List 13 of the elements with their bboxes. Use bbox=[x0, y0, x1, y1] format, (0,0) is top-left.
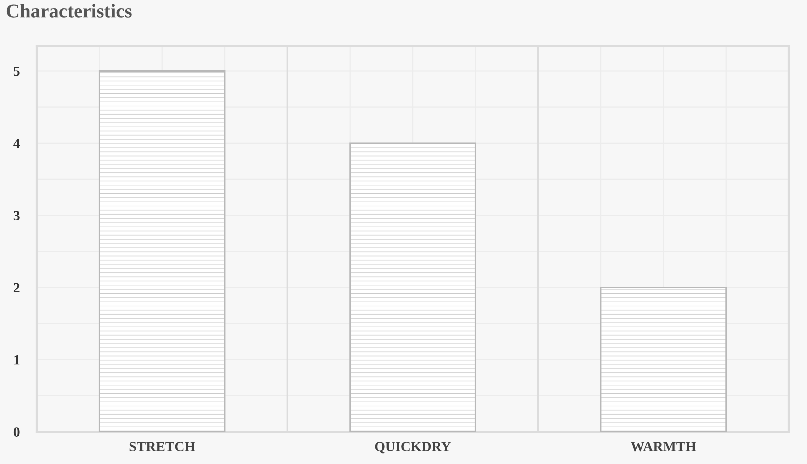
x-tick-label: QUICKDRY bbox=[375, 442, 452, 454]
x-tick-label: STRETCH bbox=[130, 442, 196, 452]
y-tick-label: 3 bbox=[14, 211, 20, 221]
x-tick-label: WARMTH bbox=[631, 442, 696, 452]
y-tick-label: 5 bbox=[14, 66, 20, 76]
y-tick-label: 0 bbox=[14, 428, 20, 437]
bar bbox=[98, 70, 226, 432]
bar bbox=[600, 287, 728, 432]
bar bbox=[350, 142, 476, 432]
chart-title: Characteristics bbox=[6, 4, 132, 18]
y-tick-label: 2 bbox=[14, 283, 20, 293]
y-tick-label: 1 bbox=[14, 356, 20, 365]
y-tick-label: 4 bbox=[14, 139, 20, 148]
